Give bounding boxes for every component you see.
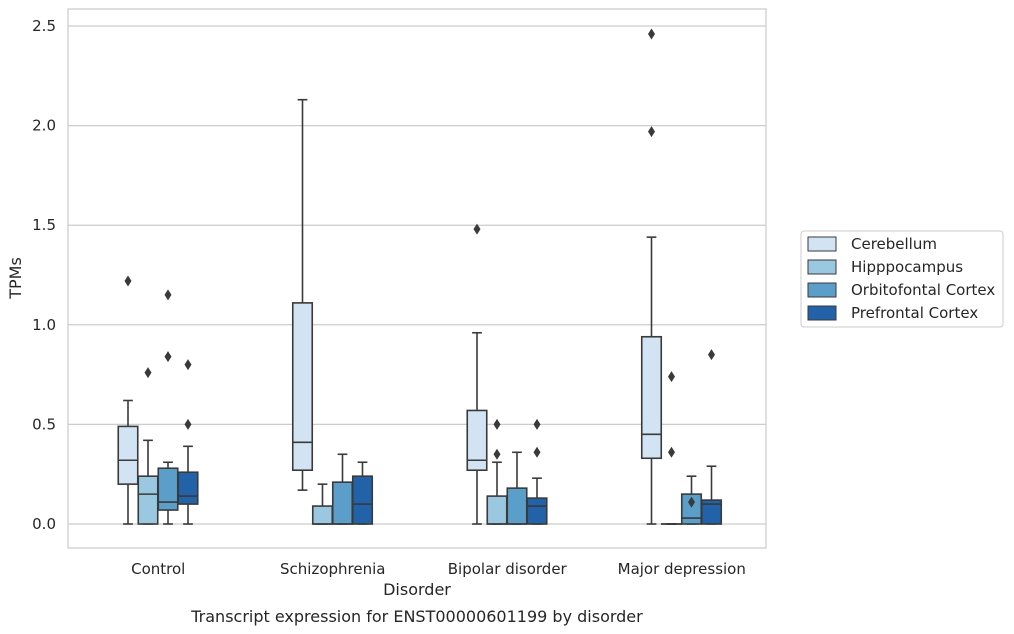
legend-swatch (807, 259, 837, 275)
box-series (117, 28, 723, 525)
outlier-marker (473, 223, 481, 235)
outlier-marker (164, 289, 172, 301)
legend-frame (800, 230, 1004, 328)
outlier-marker (648, 126, 655, 138)
box (291, 98, 314, 491)
outlier-marker (668, 371, 675, 383)
outlier-marker (124, 275, 132, 287)
outlier-marker (184, 418, 192, 430)
legend-swatch (807, 305, 837, 321)
legend: Cerebellum Hipppocampus Orbitofontal Corte… (800, 230, 1004, 328)
outlier-marker (668, 446, 675, 458)
y-axis-title: TPMs (6, 257, 25, 300)
box-body (506, 487, 528, 525)
box (117, 275, 139, 525)
legend-entry-label: Prefrontal Cortex (851, 304, 978, 322)
outlier-marker (493, 418, 501, 430)
box (680, 475, 703, 525)
box (700, 349, 723, 525)
x-tick-label: Major depression (618, 560, 746, 578)
x-tick-label: Bipolar disorder (448, 560, 568, 578)
box (486, 418, 508, 525)
box (506, 451, 528, 525)
legend-entry-label: Hipppocampus (851, 258, 963, 276)
box (311, 483, 334, 525)
box-body (291, 302, 314, 472)
box-body (351, 475, 374, 525)
box-body (117, 425, 139, 485)
box-body (311, 505, 334, 525)
box (157, 289, 179, 525)
x-tick-labels: Control Schizophrenia Bipolar disorder Majo… (131, 560, 746, 578)
y-tick-label: 1.5 (32, 216, 56, 234)
outlier-marker (708, 349, 715, 361)
box-body (466, 409, 488, 472)
box (660, 371, 683, 525)
outlier-marker (164, 351, 172, 363)
plot-frame (67, 8, 767, 549)
box (137, 367, 159, 525)
box (351, 461, 374, 525)
box (526, 418, 548, 525)
y-tick-label: 0.5 (32, 415, 56, 433)
outlier-marker (144, 367, 152, 379)
box-body (331, 481, 354, 525)
y-tick-label: 2.5 (32, 17, 56, 35)
legend-swatch (807, 282, 837, 298)
box-body (700, 499, 723, 525)
outlier-marker (688, 496, 695, 508)
y-tick-label: 2.0 (32, 117, 56, 135)
outlier-marker (533, 446, 541, 458)
box-body (526, 497, 548, 525)
x-axis-title: Disorder (383, 580, 451, 599)
figure-caption: Transcript expression for ENST0000060119… (190, 607, 643, 626)
box (177, 359, 199, 525)
legend-entry-label: Orbitofontal Cortex (851, 281, 995, 299)
legend-entry-label: Cerebellum (851, 235, 937, 253)
box-body (177, 471, 199, 505)
y-tick-label: 0.0 (32, 515, 56, 533)
box (640, 28, 663, 525)
box-body (640, 335, 663, 460)
box (466, 223, 488, 525)
y-tick-labels: 0.0 0.5 1.0 1.5 2.0 2.5 (32, 17, 56, 533)
plot-background (68, 9, 766, 548)
box-body (157, 467, 179, 511)
outlier-marker (493, 448, 501, 460)
legend-swatch (807, 236, 837, 252)
box-body (137, 475, 159, 525)
outlier-marker (648, 28, 655, 40)
y-tick-label: 1.0 (32, 316, 56, 334)
x-tick-label: Schizophrenia (280, 560, 385, 578)
x-tick-label: Control (131, 560, 185, 578)
box-body (486, 495, 508, 525)
outlier-marker (533, 418, 541, 430)
outlier-marker (184, 359, 192, 371)
